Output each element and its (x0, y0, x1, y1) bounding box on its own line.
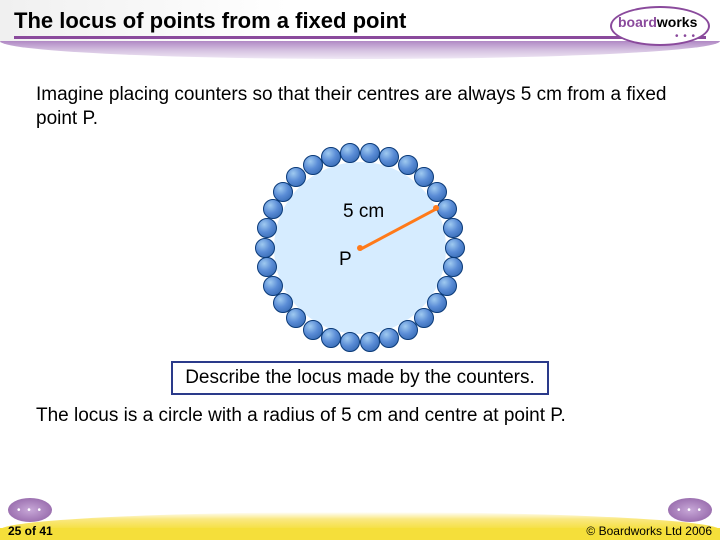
counter-icon (443, 218, 463, 238)
counter-icon (437, 199, 457, 219)
answer-text: The locus is a circle with a radius of 5… (36, 405, 684, 427)
next-slide-button[interactable]: • • • (668, 498, 712, 522)
counter-icon (257, 257, 277, 277)
counter-icon (360, 332, 380, 352)
slide-title: The locus of points from a fixed point (14, 8, 706, 34)
brand-logo: boardworks • • • (610, 6, 710, 46)
counter-icon (379, 328, 399, 348)
counter-icon (303, 155, 323, 175)
counter-icon (263, 199, 283, 219)
radius-end-point (433, 205, 439, 211)
slide-footer: • • • • • • 25 of 41 © Boardworks Ltd 20… (0, 510, 720, 540)
radius-label: 5 cm (343, 201, 384, 223)
counter-icon (255, 238, 275, 258)
title-underline (14, 36, 706, 39)
ellipsis-icon: • • • (677, 505, 703, 516)
copyright-text: © Boardworks Ltd 2006 (586, 524, 712, 538)
counter-icon (257, 218, 277, 238)
counter-icon (321, 328, 341, 348)
counter-icon (445, 238, 465, 258)
center-label: P (339, 249, 352, 271)
counter-icon (360, 143, 380, 163)
counter-icon (321, 147, 341, 167)
counter-icon (340, 332, 360, 352)
counter-icon (303, 320, 323, 340)
counter-icon (398, 320, 418, 340)
prev-slide-button[interactable]: • • • (8, 498, 52, 522)
counter-icon (379, 147, 399, 167)
question-box: Describe the locus made by the counters. (171, 361, 549, 395)
logo-text-1: board (618, 14, 657, 30)
logo-text-2: works (657, 14, 697, 30)
center-point (357, 245, 363, 251)
counter-icon (443, 257, 463, 277)
locus-diagram: 5 cm P (255, 143, 465, 353)
page-indicator: 25 of 41 (8, 524, 53, 538)
intro-text: Imagine placing counters so that their c… (36, 83, 684, 131)
logo-dots-icon: • • • (675, 31, 696, 42)
ellipsis-icon: • • • (17, 505, 43, 516)
counter-icon (340, 143, 360, 163)
